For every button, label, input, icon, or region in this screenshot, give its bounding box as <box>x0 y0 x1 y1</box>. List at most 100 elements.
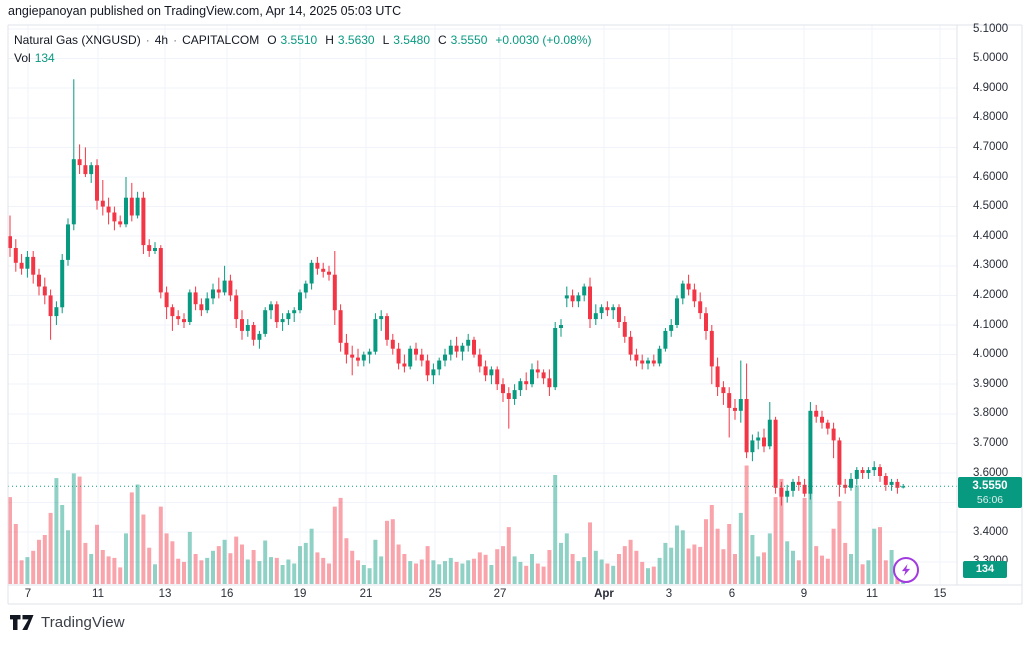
candle-body <box>593 313 598 320</box>
volume-bar <box>593 550 598 584</box>
candle-body <box>48 295 53 317</box>
legend-ohlc-row: Natural Gas (XNGUSD) · 4h · CAPITALCOM O… <box>14 31 591 49</box>
volume-bar <box>327 563 331 584</box>
volume-bar <box>158 506 163 584</box>
volume-bar <box>796 560 801 584</box>
candle-body <box>883 476 888 485</box>
candle-body <box>257 333 262 340</box>
high-label: H <box>325 33 334 47</box>
candle-body <box>704 313 708 331</box>
time-tick-label: 9 <box>800 588 808 600</box>
candle-body <box>95 165 99 201</box>
volume-bar <box>489 565 494 584</box>
candle-body <box>37 274 41 287</box>
legend-volume-row: Vol 134 <box>14 49 591 67</box>
candle-body <box>112 212 117 222</box>
candle-body <box>831 428 836 441</box>
volume-bar <box>205 557 210 584</box>
volume-bar <box>19 560 24 584</box>
candle-body <box>356 357 360 361</box>
candle-body <box>738 399 743 411</box>
price-tick-label: 4.2000 <box>973 288 1009 301</box>
volume-bar <box>605 563 610 584</box>
candle-body <box>211 289 215 299</box>
candle-body <box>443 354 447 361</box>
candle-body <box>205 298 210 311</box>
volume-bar <box>153 564 157 585</box>
price-tick-label: 4.1000 <box>973 318 1009 331</box>
time-axis[interactable]: 7 11 13 16 19 21 25 27 Apr 3 6 9 11 15 <box>0 585 1024 603</box>
volume-bar <box>263 540 268 584</box>
volume-bar <box>454 561 459 584</box>
candle-body <box>71 159 76 225</box>
price-tick-label: 3.4000 <box>973 525 1009 538</box>
volume-bar <box>559 542 563 584</box>
volume-bar <box>530 554 534 584</box>
volume-bar <box>651 566 656 584</box>
volume-bar <box>402 554 407 584</box>
volume-bar <box>553 475 558 584</box>
volume-bar <box>535 563 540 584</box>
volume-bar <box>570 554 575 584</box>
volume-bar <box>112 557 117 584</box>
volume-bar <box>854 485 859 585</box>
volume-bar <box>727 524 732 584</box>
volume-bar <box>251 550 256 584</box>
volume-bar <box>303 542 308 584</box>
time-tick-label: 13 <box>158 588 172 600</box>
volume-bar <box>280 565 285 584</box>
candle-body <box>843 484 848 488</box>
candle-body <box>779 487 784 497</box>
candle-body <box>141 197 146 246</box>
candle-body <box>669 325 674 331</box>
candle-body <box>547 378 552 388</box>
time-tick-label: 25 <box>428 588 442 600</box>
volume-bar <box>750 535 755 584</box>
candle-body <box>860 470 865 473</box>
candle-body <box>472 339 476 355</box>
candle-body <box>837 440 842 485</box>
price-axis[interactable]: 5.1000 5.0000 4.9000 4.8000 4.7000 4.6000 4.50… <box>957 23 1022 585</box>
price-tick-label: 3.7000 <box>973 436 1009 449</box>
candle-body <box>524 381 529 385</box>
volume-bar <box>814 546 819 584</box>
interval-value[interactable]: 4h <box>154 33 169 47</box>
candle-body <box>895 481 900 488</box>
price-tick-label: 4.6000 <box>973 170 1009 183</box>
high-value: 3.5630 <box>337 33 375 47</box>
candle-body <box>646 360 650 364</box>
candle-body <box>773 419 778 488</box>
tradingview-brand[interactable]: TradingView <box>41 613 125 631</box>
candle-body <box>153 248 157 251</box>
price-tick-label: 3.9000 <box>973 377 1009 390</box>
volume-bar <box>396 544 401 584</box>
symbol-title[interactable]: Natural Gas (XNGUSD) <box>14 33 141 47</box>
flash-reaction-button[interactable] <box>893 557 919 583</box>
candle-body <box>269 304 273 311</box>
candle-body <box>564 295 569 299</box>
volume-bar <box>414 563 418 584</box>
candle-body <box>866 470 871 473</box>
candle-body <box>849 478 853 488</box>
candle-body <box>675 298 679 325</box>
time-tick-label: 27 <box>493 588 507 600</box>
volume-bar <box>199 560 204 584</box>
tradingview-logo-icon[interactable] <box>10 614 34 630</box>
candle-body <box>657 348 662 364</box>
candle-body <box>321 268 326 272</box>
candle-body <box>651 360 656 364</box>
price-tick-label: 5.0000 <box>973 52 1009 65</box>
volume-bar <box>187 531 192 584</box>
volume-bar <box>576 561 581 584</box>
volume-bar <box>13 524 18 584</box>
exchange-name[interactable]: CAPITALCOM <box>182 33 260 47</box>
candle-body <box>176 316 181 320</box>
close-label: C <box>438 33 447 47</box>
candle-body <box>367 351 372 355</box>
legend-separator: · <box>173 33 178 47</box>
volume-bar <box>547 550 552 584</box>
volume-bar <box>506 527 511 584</box>
symbol-legend[interactable]: Natural Gas (XNGUSD) · 4h · CAPITALCOM O… <box>14 31 591 67</box>
